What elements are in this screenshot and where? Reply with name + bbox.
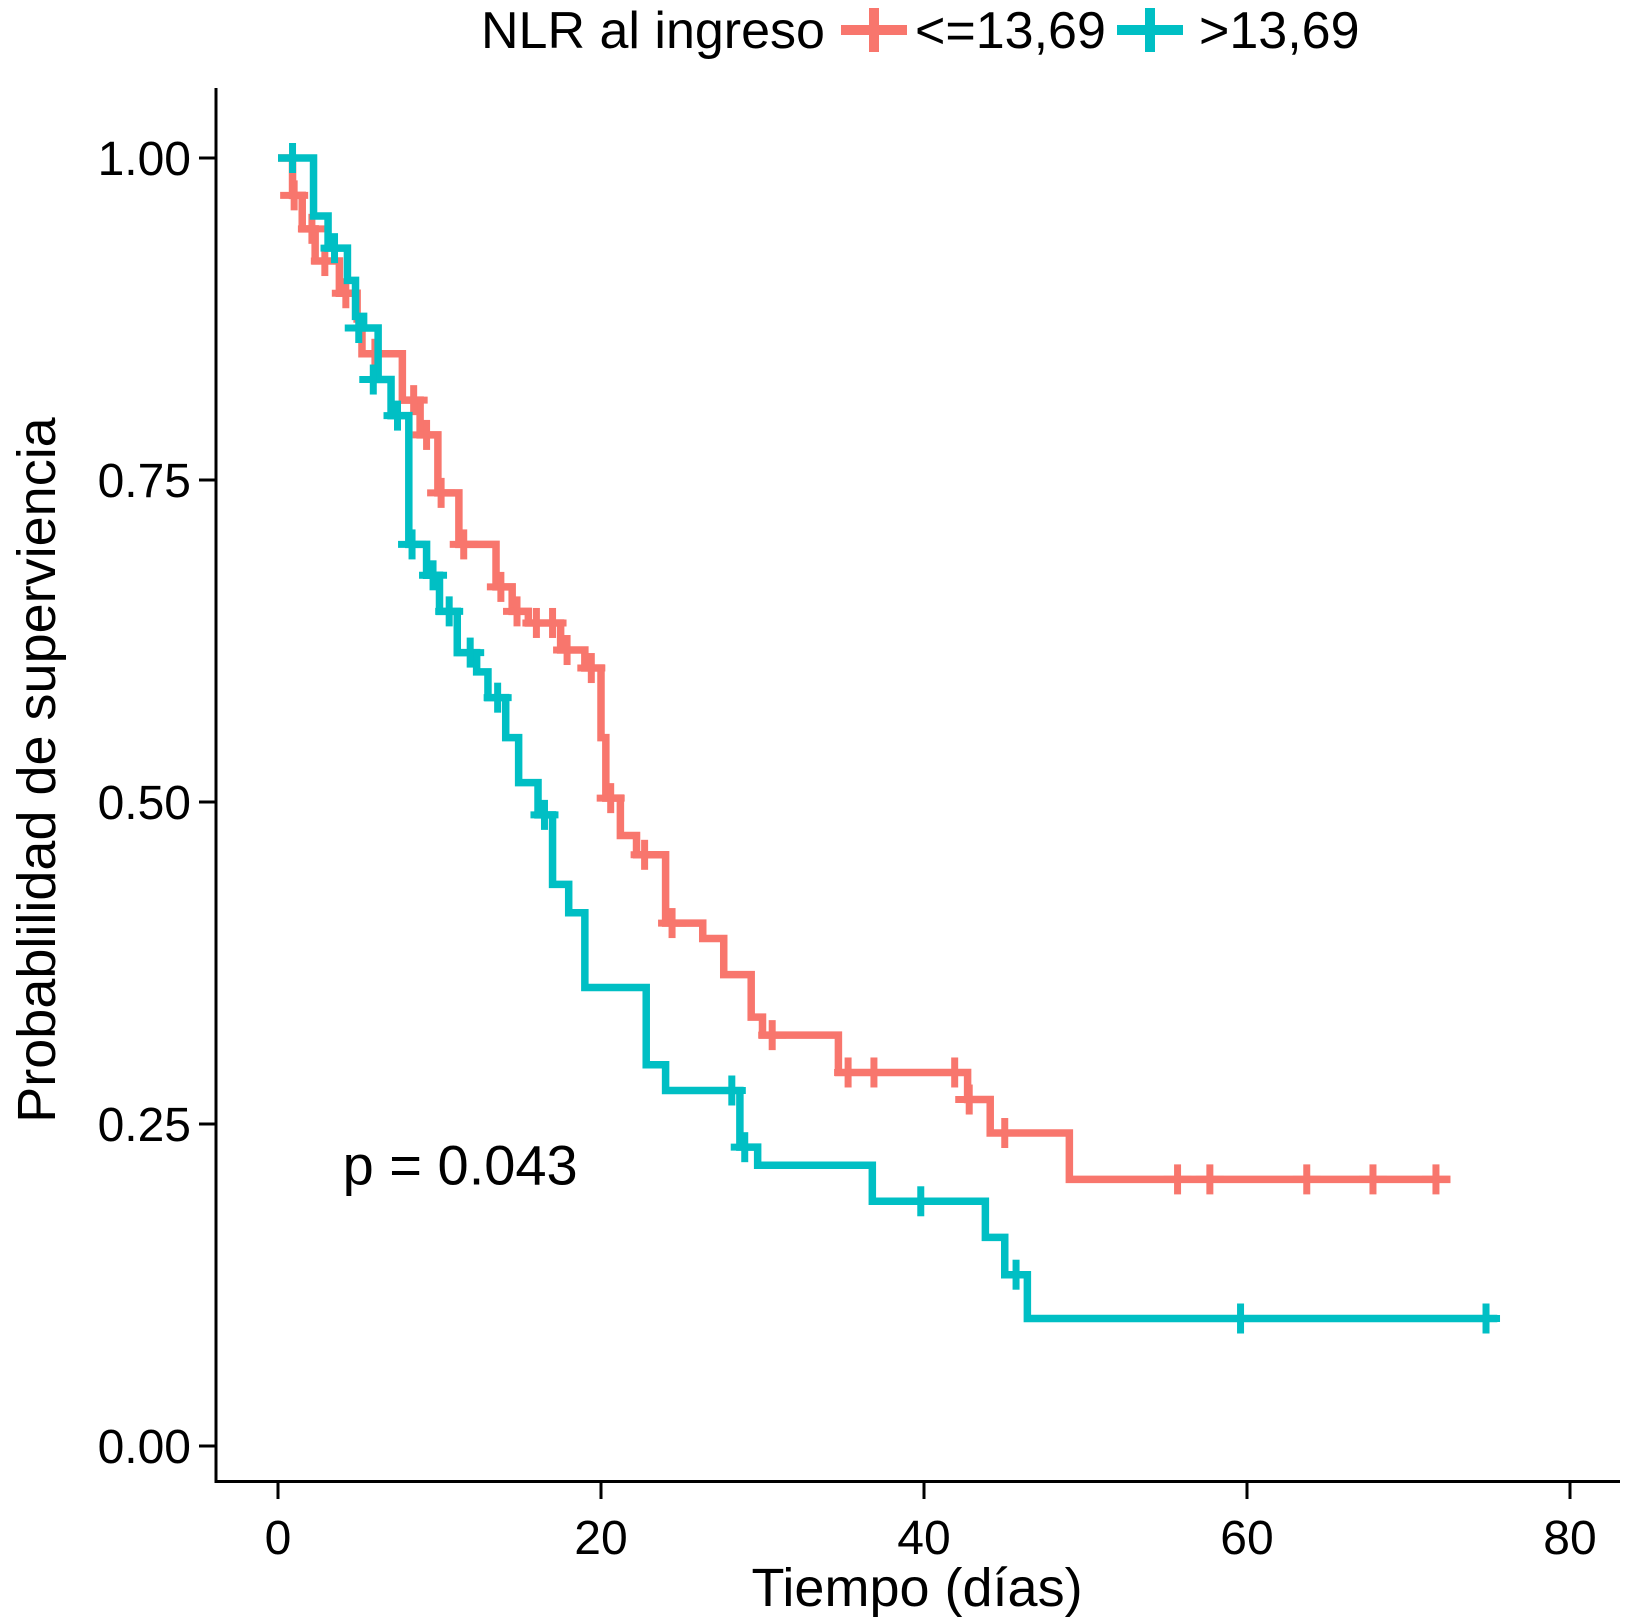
y-tick-label: 1.00 bbox=[98, 133, 191, 186]
survival-curve-le-13-69 bbox=[278, 154, 1451, 1184]
p-value-annotation: p = 0.043 bbox=[343, 1134, 578, 1197]
survival-curve-gt-13-69 bbox=[278, 154, 1498, 1323]
y-tick-label: 0.50 bbox=[98, 777, 191, 830]
legend-title: NLR al ingreso bbox=[481, 2, 825, 60]
x-axis-title: Tiempo (días) bbox=[751, 1558, 1082, 1617]
y-tick-label: 0.00 bbox=[98, 1421, 191, 1474]
y-tick-label: 0.25 bbox=[98, 1099, 191, 1152]
x-tick-label: 60 bbox=[1220, 1512, 1273, 1565]
x-tick-label: 80 bbox=[1543, 1512, 1596, 1565]
x-tick-label: 0 bbox=[265, 1512, 292, 1565]
x-tick-label: 40 bbox=[897, 1512, 950, 1565]
x-tick-label: 20 bbox=[574, 1512, 627, 1565]
legend-label: <=13,69 bbox=[915, 2, 1106, 60]
y-tick-label: 0.75 bbox=[98, 455, 191, 508]
legend-label: >13,69 bbox=[1199, 2, 1360, 60]
y-axis-title: Probablilidad de superviencia bbox=[7, 416, 67, 1122]
